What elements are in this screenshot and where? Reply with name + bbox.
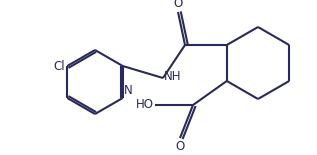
Text: Cl: Cl <box>54 60 65 73</box>
Text: NH: NH <box>164 71 182 84</box>
Text: N: N <box>124 84 133 97</box>
Text: HO: HO <box>136 98 154 111</box>
Text: O: O <box>173 0 183 10</box>
Text: O: O <box>175 140 184 153</box>
